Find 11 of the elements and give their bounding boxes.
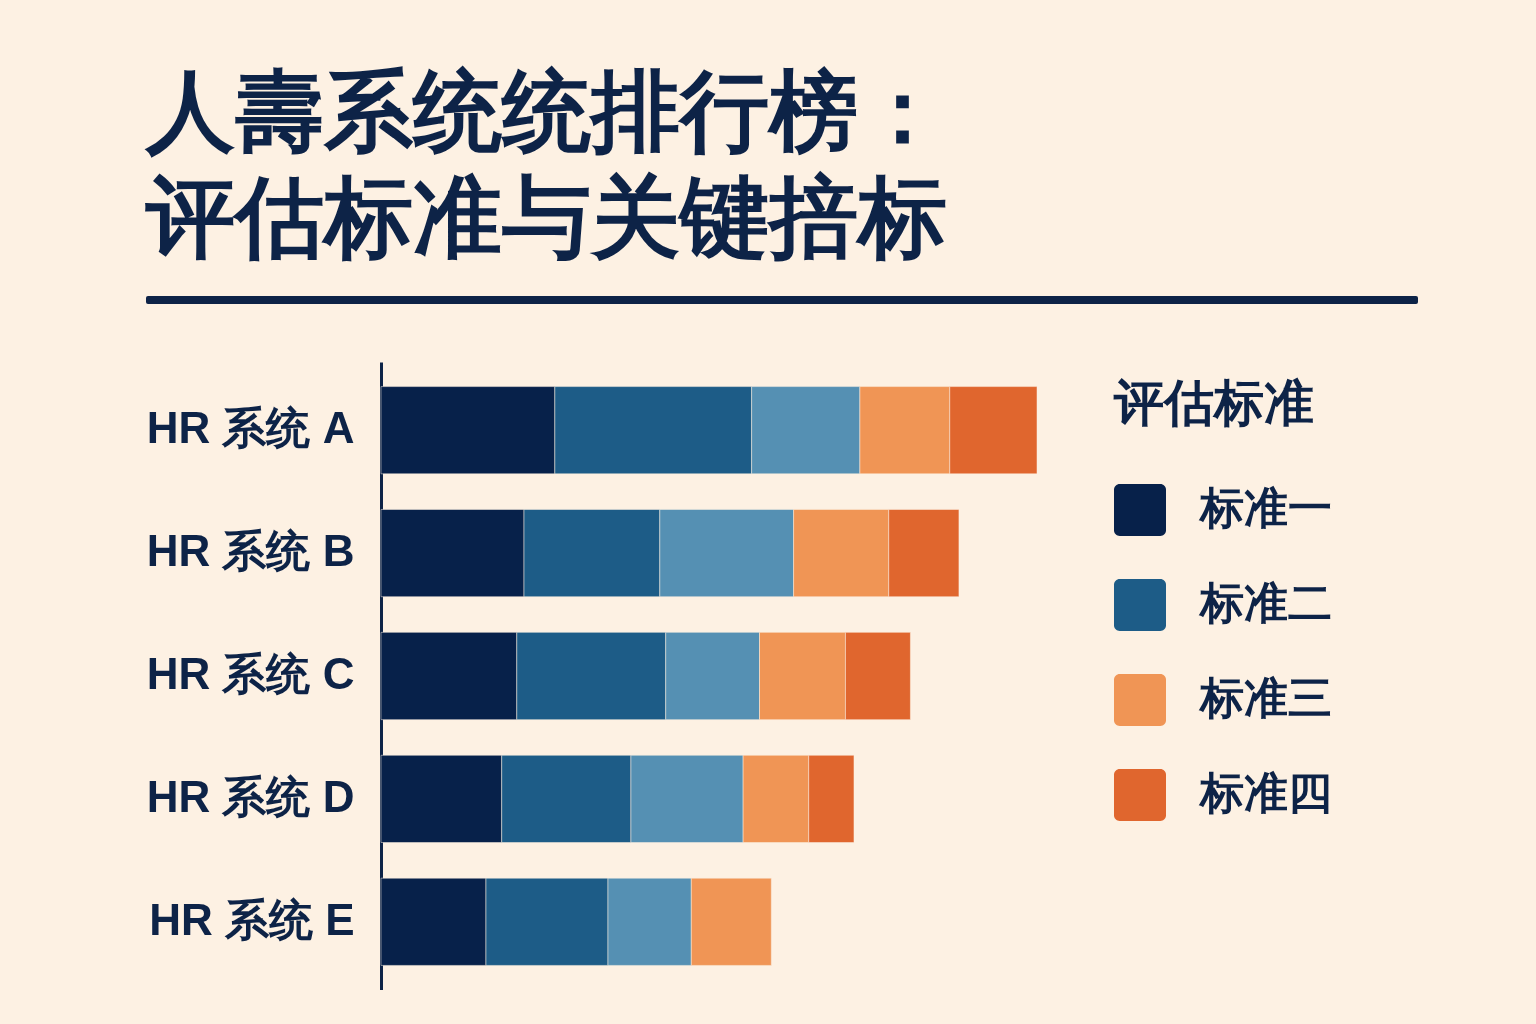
- y-tick-label: HR 系统 B: [146, 526, 355, 576]
- y-tick-label: HR 系统 E: [149, 894, 355, 944]
- y-tick-label: HR 系统 C: [146, 649, 355, 698]
- legend-title: 评估标准: [1113, 375, 1314, 431]
- legend-label: 标准二: [1198, 578, 1332, 627]
- legend-label: 标准四: [1198, 768, 1332, 817]
- chart-title: 人壽系统统排行榜：评估标准与关键掊标: [146, 60, 948, 269]
- y-tick-label: HR 系统 D: [146, 771, 355, 821]
- y-tick-label: HR 系统 A: [146, 403, 355, 453]
- legend-label: 标准一: [1198, 483, 1332, 532]
- legend-label: 标准三: [1198, 673, 1332, 722]
